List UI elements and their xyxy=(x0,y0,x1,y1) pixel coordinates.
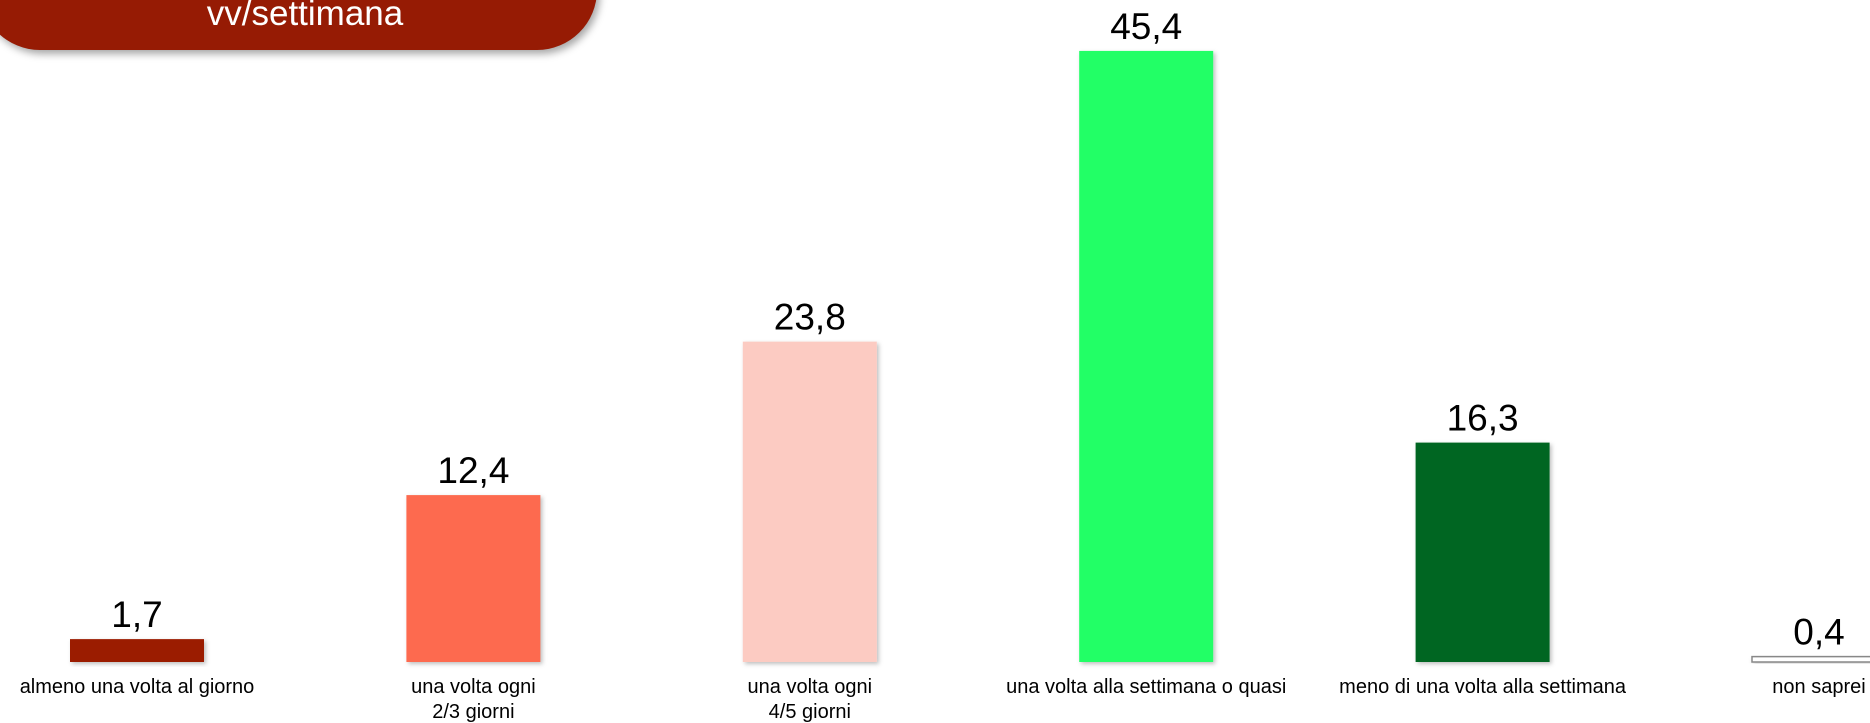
value-label: 23,8 xyxy=(774,297,846,338)
bar xyxy=(1079,50,1214,662)
bar xyxy=(742,341,877,662)
value-label: 16,3 xyxy=(1447,398,1519,439)
x-tick-label: una volta ogni 4/5 giorni xyxy=(747,676,873,723)
x-tick-label: non saprei xyxy=(1772,676,1866,698)
x-tick-label: almeno una volta al giorno xyxy=(19,676,255,698)
bar xyxy=(406,495,541,662)
chart-title: vv/settimana xyxy=(206,0,404,33)
value-label: 45,4 xyxy=(1110,6,1182,47)
x-tick-label: meno di una volta alla settimana xyxy=(1339,676,1627,698)
value-label: 1,7 xyxy=(111,594,162,635)
title-banner xyxy=(0,0,597,50)
value-label: 12,4 xyxy=(437,450,509,491)
x-tick-label: una volta ogni 2/3 giorni xyxy=(411,676,536,723)
bar xyxy=(1751,655,1870,663)
bar xyxy=(1415,442,1550,662)
bar xyxy=(70,639,204,662)
value-label: 0,4 xyxy=(1793,612,1844,653)
x-tick-label: una volta alla settimana o quasi xyxy=(1006,676,1287,698)
